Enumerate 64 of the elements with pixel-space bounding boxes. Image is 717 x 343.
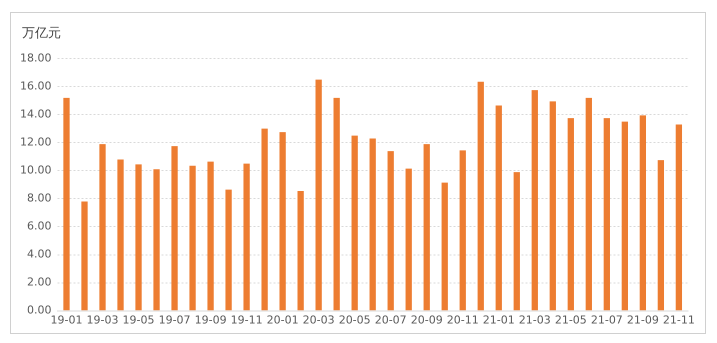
x-tick-label: 20-09 <box>410 313 443 326</box>
bar <box>424 144 430 310</box>
bar <box>279 132 286 310</box>
bar <box>514 172 520 310</box>
y-tick-label: 2.00 <box>26 276 52 289</box>
y-tick-label: 16.00 <box>20 79 52 92</box>
y-axis-title: 万亿元 <box>22 25 61 42</box>
y-tick-label: 18.00 <box>20 51 52 64</box>
y-tick-label: 10.00 <box>20 164 52 177</box>
x-tick-label: 19-09 <box>194 313 227 326</box>
bar <box>316 80 322 310</box>
x-tick-label: 19-03 <box>86 313 119 326</box>
bar <box>640 115 646 310</box>
y-tick-label: 14.00 <box>20 108 52 121</box>
x-tick-label: 21-11 <box>662 313 695 326</box>
bar <box>442 182 448 310</box>
bar <box>532 90 538 310</box>
x-tick-label: 20-11 <box>446 313 479 326</box>
bar <box>658 160 664 310</box>
bar <box>352 136 358 310</box>
x-tick-label: 19-01 <box>50 313 82 326</box>
bar <box>388 151 394 310</box>
x-tick-label: 20-07 <box>374 313 407 326</box>
bar <box>676 124 682 310</box>
bar <box>135 164 142 310</box>
y-tick-label: 4.00 <box>26 248 52 261</box>
bar <box>460 150 466 310</box>
x-tick-label: 21-05 <box>554 313 587 326</box>
bar <box>117 159 124 310</box>
bar <box>225 190 232 310</box>
bar <box>586 98 592 310</box>
y-tick-label: 8.00 <box>26 192 52 205</box>
x-tick-label: 21-01 <box>482 313 515 326</box>
bar <box>568 118 574 310</box>
bar <box>63 98 70 310</box>
y-tick-label: 12.00 <box>20 136 52 149</box>
x-tick-label: 19-05 <box>122 313 155 326</box>
bar <box>243 164 250 310</box>
bar <box>604 118 610 310</box>
bar <box>261 128 268 310</box>
bar <box>99 144 106 310</box>
bar <box>153 169 160 310</box>
bar <box>478 82 484 310</box>
x-tick-label: 19-07 <box>158 313 191 326</box>
x-tick-label: 20-03 <box>302 313 335 326</box>
y-tick-label: 0.00 <box>26 304 52 317</box>
x-tick-label: 20-01 <box>266 313 299 326</box>
bar <box>171 146 178 310</box>
bar <box>189 166 196 310</box>
y-tick-label: 6.00 <box>26 220 52 233</box>
bar <box>622 122 628 310</box>
bar <box>406 168 412 310</box>
x-tick-label: 20-05 <box>338 313 371 326</box>
bar <box>550 101 556 310</box>
bar <box>81 202 88 310</box>
x-tick-label: 21-03 <box>518 313 551 326</box>
x-tick-label: 21-09 <box>626 313 659 326</box>
bar <box>496 106 502 310</box>
bar <box>370 138 376 310</box>
bar <box>334 98 340 310</box>
x-tick-label: 21-07 <box>590 313 623 326</box>
bar <box>207 162 214 310</box>
bar <box>297 191 304 310</box>
x-tick-label: 19-11 <box>230 313 263 326</box>
